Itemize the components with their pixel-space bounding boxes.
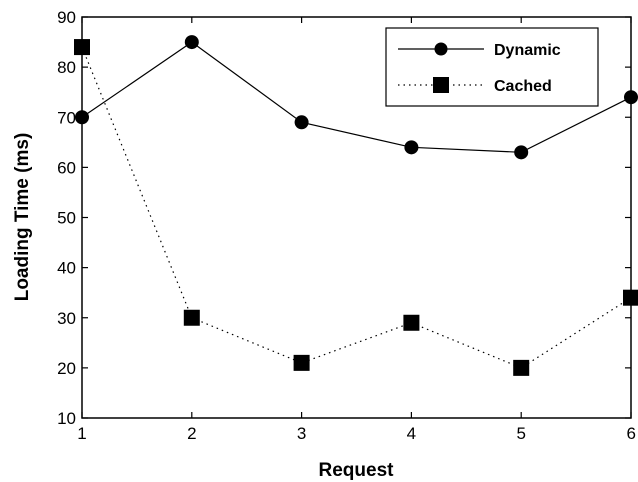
data-point-dynamic (624, 90, 638, 105)
x-tick-label: 3 (297, 424, 306, 443)
data-point-cached (513, 359, 530, 376)
x-tick-label: 4 (407, 424, 416, 443)
y-tick-label: 70 (57, 108, 76, 127)
legend-marker-cached (433, 77, 449, 93)
y-tick-label: 80 (57, 58, 76, 77)
x-tick-label: 6 (627, 424, 636, 443)
y-tick-label: 60 (57, 158, 76, 177)
series-lines (81, 41, 632, 369)
y-axis-label: Loading Time (ms) (12, 133, 33, 302)
data-point-dynamic (75, 110, 89, 125)
x-tick-label: 1 (77, 424, 86, 443)
data-point-cached (623, 289, 638, 306)
y-tick-label: 40 (57, 259, 76, 278)
series-line-dynamic (81, 41, 632, 153)
y-tick-label: 30 (57, 309, 76, 328)
y-tick-label: 10 (57, 409, 76, 428)
data-point-cached (183, 309, 200, 326)
x-tick-label: 5 (516, 424, 525, 443)
data-point-dynamic (404, 140, 419, 155)
legend-label-cached: Cached (494, 78, 552, 95)
x-axis-label: Request (319, 460, 395, 481)
data-point-cached (403, 314, 420, 331)
y-tick-label: 20 (57, 359, 76, 378)
data-point-dynamic (184, 35, 199, 50)
data-point-cached (293, 354, 310, 371)
data-point-dynamic (294, 115, 309, 130)
series-markers (74, 35, 638, 376)
x-tick-label: 2 (187, 424, 196, 443)
legend-marker-dynamic (434, 42, 448, 56)
series-line-cached (81, 46, 632, 369)
legend-label-dynamic: Dynamic (494, 42, 561, 59)
data-point-dynamic (514, 145, 529, 160)
data-point-cached (74, 39, 90, 56)
legend-box (385, 27, 599, 107)
y-tick-label: 90 (57, 8, 76, 27)
tick-group: 10 20 30 40 50 60 70 80 90 1 2 3 4 5 6 (57, 8, 636, 443)
y-tick-label: 50 (57, 209, 76, 228)
legend: Dynamic Cached (385, 27, 599, 107)
